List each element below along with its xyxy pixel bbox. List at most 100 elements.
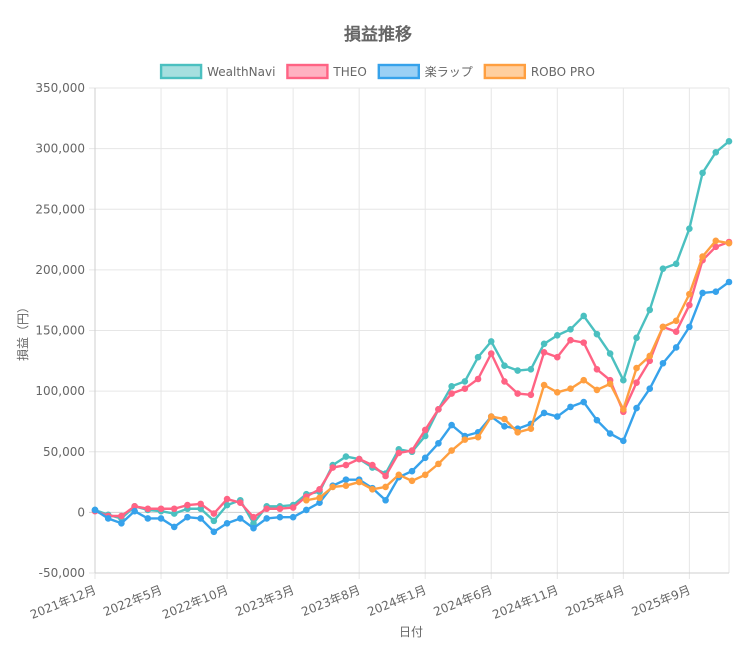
data-point[interactable]: [672, 328, 680, 336]
data-point[interactable]: [686, 301, 693, 309]
data-point[interactable]: [342, 476, 350, 483]
data-point[interactable]: [91, 506, 99, 514]
data-point[interactable]: [593, 330, 601, 338]
data-point[interactable]: [593, 386, 601, 394]
data-point[interactable]: [131, 507, 138, 515]
data-point[interactable]: [448, 421, 455, 429]
data-point[interactable]: [303, 506, 310, 514]
legend-item[interactable]: ROBO PRO: [483, 63, 595, 80]
data-point[interactable]: [118, 512, 125, 520]
data-point[interactable]: [435, 439, 442, 447]
data-point[interactable]: [223, 501, 231, 509]
data-point[interactable]: [553, 413, 561, 420]
data-point[interactable]: [527, 366, 535, 373]
data-point[interactable]: [686, 290, 693, 298]
data-point[interactable]: [461, 378, 469, 385]
data-point[interactable]: [435, 406, 442, 413]
data-point[interactable]: [580, 312, 588, 320]
data-point[interactable]: [501, 362, 508, 369]
data-point[interactable]: [659, 323, 667, 331]
data-point[interactable]: [118, 519, 125, 527]
data-point[interactable]: [461, 436, 469, 443]
data-point[interactable]: [567, 385, 574, 393]
data-point[interactable]: [144, 505, 152, 513]
data-point[interactable]: [580, 398, 588, 406]
data-point[interactable]: [210, 528, 218, 536]
data-point[interactable]: [501, 422, 508, 430]
data-point[interactable]: [170, 505, 178, 513]
data-point[interactable]: [712, 288, 720, 296]
data-point[interactable]: [646, 306, 654, 314]
data-point[interactable]: [223, 519, 231, 527]
data-point[interactable]: [725, 138, 733, 145]
data-point[interactable]: [342, 453, 350, 460]
data-point[interactable]: [553, 353, 561, 361]
data-point[interactable]: [184, 501, 191, 509]
data-point[interactable]: [474, 433, 482, 441]
data-point[interactable]: [553, 389, 561, 396]
data-point[interactable]: [686, 323, 693, 331]
data-point[interactable]: [593, 366, 601, 373]
data-point[interactable]: [699, 169, 706, 177]
data-point[interactable]: [699, 253, 706, 260]
data-point[interactable]: [699, 289, 706, 297]
data-point[interactable]: [355, 455, 363, 463]
data-point[interactable]: [712, 148, 720, 156]
data-point[interactable]: [501, 378, 508, 385]
data-point[interactable]: [329, 464, 337, 471]
data-point[interactable]: [421, 454, 429, 462]
data-point[interactable]: [553, 332, 561, 339]
data-point[interactable]: [514, 390, 521, 397]
data-point[interactable]: [540, 409, 548, 417]
data-point[interactable]: [236, 499, 244, 506]
data-point[interactable]: [395, 449, 403, 457]
data-point[interactable]: [329, 483, 337, 491]
data-point[interactable]: [448, 447, 455, 454]
data-point[interactable]: [606, 350, 614, 357]
data-point[interactable]: [633, 364, 640, 372]
data-point[interactable]: [540, 340, 548, 348]
data-point[interactable]: [382, 496, 389, 504]
data-point[interactable]: [263, 515, 271, 522]
legend-item[interactable]: 楽ラップ: [377, 63, 473, 80]
data-point[interactable]: [527, 425, 535, 433]
data-point[interactable]: [408, 447, 416, 454]
data-point[interactable]: [421, 471, 429, 479]
legend-item[interactable]: WealthNavi: [159, 63, 275, 80]
data-point[interactable]: [342, 461, 350, 469]
data-point[interactable]: [184, 513, 191, 521]
data-point[interactable]: [276, 513, 284, 521]
data-point[interactable]: [487, 338, 495, 345]
data-point[interactable]: [316, 494, 323, 502]
data-point[interactable]: [633, 379, 640, 386]
data-point[interactable]: [474, 353, 482, 361]
data-point[interactable]: [355, 478, 363, 486]
data-point[interactable]: [712, 237, 720, 245]
data-point[interactable]: [448, 382, 455, 390]
data-point[interactable]: [276, 505, 284, 513]
data-point[interactable]: [672, 344, 680, 351]
data-point[interactable]: [514, 429, 521, 436]
data-point[interactable]: [342, 482, 350, 490]
data-point[interactable]: [170, 523, 178, 531]
data-point[interactable]: [514, 367, 521, 374]
legend-item[interactable]: THEO: [286, 63, 367, 80]
data-point[interactable]: [157, 505, 165, 513]
data-point[interactable]: [633, 334, 640, 342]
data-point[interactable]: [210, 510, 218, 517]
data-point[interactable]: [620, 376, 627, 384]
data-point[interactable]: [672, 260, 680, 268]
data-point[interactable]: [540, 381, 548, 389]
data-point[interactable]: [210, 517, 218, 525]
data-point[interactable]: [289, 513, 297, 521]
data-point[interactable]: [408, 467, 416, 475]
data-point[interactable]: [659, 265, 667, 272]
data-point[interactable]: [157, 515, 165, 522]
data-point[interactable]: [620, 406, 627, 413]
data-point[interactable]: [435, 460, 442, 468]
data-point[interactable]: [448, 390, 455, 397]
data-point[interactable]: [540, 349, 548, 356]
data-point[interactable]: [144, 515, 152, 522]
data-point[interactable]: [567, 403, 574, 411]
data-point[interactable]: [250, 513, 257, 521]
